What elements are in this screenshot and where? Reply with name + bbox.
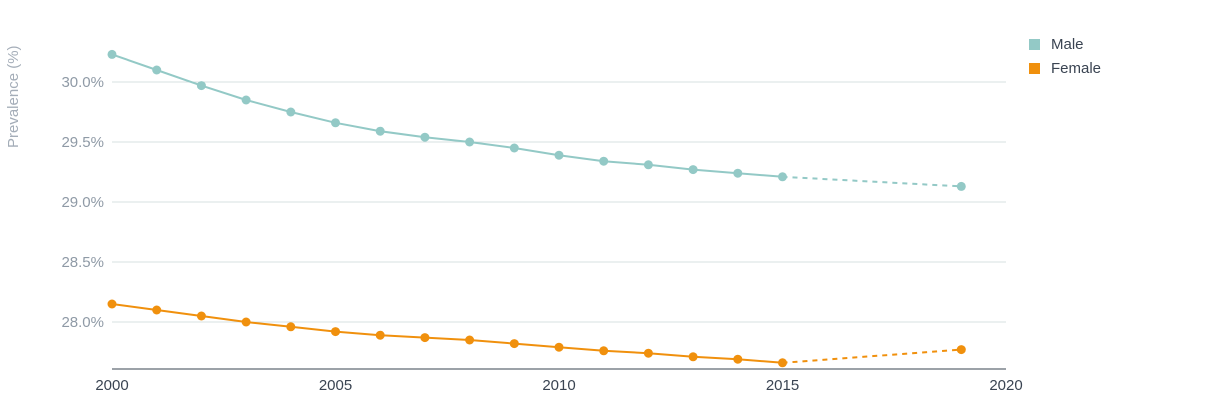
data-point-female — [375, 330, 385, 340]
legend-swatch-female — [1029, 62, 1040, 74]
data-point-female — [196, 311, 206, 321]
legend-label-female: Female — [1051, 59, 1102, 77]
x-axis-ticks: 2000 2005 2010 2015 2020 — [95, 377, 1022, 394]
data-point-male — [420, 132, 430, 142]
y-tick-label: 30.0% — [61, 74, 104, 91]
data-point-female — [733, 354, 743, 364]
data-point-female — [107, 299, 117, 309]
data-point-female — [956, 345, 966, 355]
series-female — [107, 299, 966, 368]
data-point-male — [286, 107, 296, 117]
y-tick-label: 28.0% — [61, 314, 104, 331]
data-point-male — [599, 156, 609, 166]
series-projection-line-female — [782, 348, 962, 364]
data-point-male — [778, 172, 787, 182]
data-point-female — [599, 346, 609, 356]
y-tick-label: 29.5% — [61, 134, 104, 151]
legend-label-male: Male — [1051, 35, 1084, 53]
series-line-male — [111, 53, 783, 178]
series-group — [107, 49, 966, 368]
gridlines — [112, 81, 1006, 323]
data-point-female — [465, 335, 475, 345]
data-point-female — [688, 352, 698, 362]
legend-swatch-male — [1029, 38, 1040, 50]
data-point-male — [554, 150, 564, 160]
data-point-female — [643, 348, 653, 358]
data-point-female — [420, 333, 430, 343]
x-tick-label: 2015 — [766, 377, 799, 394]
data-point-female — [778, 358, 787, 368]
x-tick-label: 2000 — [95, 377, 128, 394]
series-projection-line-male — [782, 175, 962, 188]
series-line-female — [111, 303, 783, 364]
data-point-female — [286, 322, 296, 332]
y-tick-label: 29.0% — [61, 194, 104, 211]
x-tick-label: 2005 — [319, 377, 352, 394]
data-point-male — [465, 137, 475, 147]
data-point-female — [554, 342, 564, 352]
x-tick-label: 2020 — [989, 377, 1022, 394]
legend-item-male[interactable]: Male — [1029, 32, 1101, 56]
data-point-male — [241, 95, 251, 105]
data-point-male — [107, 49, 117, 59]
legend: Male Female — [1029, 32, 1101, 80]
data-point-male — [375, 126, 385, 136]
y-tick-label: 28.5% — [61, 254, 104, 271]
series-male — [107, 49, 966, 191]
data-point-male — [196, 81, 206, 91]
data-point-female — [331, 327, 340, 337]
y-axis-ticks: 28.0% 28.5% 29.0% 29.5% 30.0% — [61, 74, 104, 331]
data-point-female — [241, 317, 251, 327]
data-point-male — [956, 181, 966, 191]
data-point-male — [643, 160, 653, 170]
data-point-male — [331, 118, 340, 128]
x-tick-label: 2010 — [542, 377, 575, 394]
legend-item-female[interactable]: Female — [1029, 56, 1101, 80]
data-point-female — [152, 305, 162, 315]
data-point-male — [733, 168, 743, 178]
y-axis-label: Prevalence (%) — [5, 45, 22, 148]
data-point-male — [509, 143, 519, 153]
data-point-female — [509, 339, 519, 349]
data-point-male — [152, 65, 162, 75]
data-point-male — [688, 165, 698, 175]
